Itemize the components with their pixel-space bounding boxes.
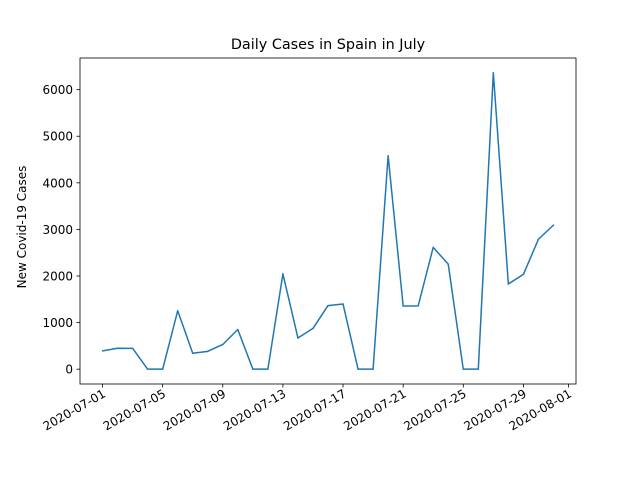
y-tick-label-1000: 1000 [42, 316, 73, 330]
y-axis-label: New Covid-19 Cases [15, 166, 29, 289]
data-point-2020-07-29 [522, 273, 525, 276]
y-tick-label-2000: 2000 [42, 270, 73, 284]
data-point-2020-07-09 [222, 343, 224, 346]
data-point-2020-07-02 [116, 347, 119, 350]
data-point-2020-07-22 [417, 305, 419, 307]
data-point-2020-07-30 [537, 238, 540, 240]
data-point-2020-07-26 [477, 368, 480, 370]
data-point-2020-07-20 [387, 155, 389, 157]
data-point-2020-07-15 [312, 327, 314, 330]
data-point-2020-07-28 [507, 283, 510, 285]
data-point-2020-07-03 [131, 347, 134, 350]
data-point-2020-07-25 [462, 368, 465, 370]
y-tick-label-4000: 4000 [42, 176, 73, 190]
data-point-2020-07-16 [327, 304, 329, 307]
data-point-2020-07-23 [432, 246, 434, 249]
y-tick-label-3000: 3000 [42, 223, 73, 237]
y-tick-label-5000: 5000 [42, 130, 73, 144]
data-point-2020-07-21 [402, 305, 404, 307]
y-tick-label-0: 0 [65, 363, 73, 377]
data-point-2020-07-05 [161, 368, 164, 370]
data-point-2020-07-07 [191, 352, 194, 355]
data-point-2020-07-31 [552, 224, 555, 226]
data-point-2020-07-06 [176, 310, 179, 312]
y-tick-label-6000: 6000 [42, 83, 73, 97]
data-point-2020-07-19 [372, 368, 374, 370]
data-point-2020-07-04 [146, 368, 149, 370]
data-point-2020-07-10 [237, 328, 239, 331]
data-point-2020-07-18 [357, 368, 359, 370]
data-point-2020-07-01 [101, 350, 104, 352]
data-point-2020-07-24 [447, 263, 449, 265]
chart-title: Daily Cases in Spain in July [231, 37, 426, 53]
data-point-2020-07-13 [282, 273, 284, 275]
data-point-2020-07-12 [267, 368, 269, 370]
data-point-2020-07-08 [207, 350, 209, 353]
data-point-2020-07-11 [252, 368, 254, 370]
data-point-2020-07-27 [492, 72, 495, 74]
data-point-2020-07-17 [342, 303, 344, 305]
data-point-2020-07-14 [297, 337, 299, 339]
axes-frame [79, 57, 577, 385]
